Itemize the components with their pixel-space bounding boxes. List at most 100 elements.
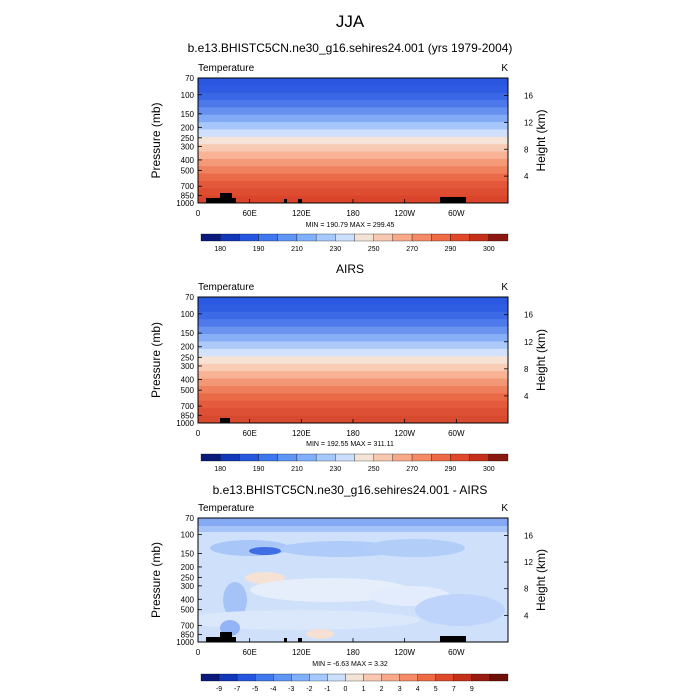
temperature-band: [198, 180, 508, 190]
temperature-band: [198, 378, 508, 387]
colorbar-label: 4: [416, 686, 420, 693]
y-tick-label: 1000: [176, 419, 194, 428]
colorbar-swatch: [450, 233, 470, 242]
colorbar-swatch: [469, 453, 489, 462]
y-tick-label: 70: [185, 293, 194, 302]
y-tick-label: 200: [181, 343, 195, 352]
units-label: K: [501, 282, 508, 293]
colorbar-label: 2: [380, 686, 384, 693]
colorbar-swatch: [431, 453, 451, 462]
temperature-band: [198, 136, 508, 145]
colorbar-swatch: [345, 673, 364, 682]
temperature-band: [198, 334, 508, 343]
difference-contour: [306, 629, 334, 639]
colorbar-swatch: [218, 673, 238, 682]
x-tick-label: 180: [346, 648, 360, 657]
colorbar-label: 190: [253, 246, 265, 253]
terrain-mask: [284, 199, 287, 203]
temperature-band: [198, 78, 508, 87]
colorbar-swatch: [239, 233, 259, 242]
temperature-band: [198, 107, 508, 116]
y-tick-label: 400: [181, 376, 195, 385]
colorbar-swatch: [277, 453, 298, 462]
difference-contour: [198, 610, 420, 630]
difference-band: [198, 526, 508, 532]
y2-axis-label: Height (km): [534, 329, 548, 391]
temperature-band: [198, 92, 508, 101]
colorbar-swatch: [220, 453, 240, 462]
y2-tick-label: 16: [524, 311, 533, 320]
y-tick-label: 500: [181, 386, 195, 395]
colorbar-swatch: [411, 233, 432, 242]
y-tick-label: 850: [181, 630, 195, 639]
y-tick-label: 300: [181, 142, 195, 151]
colorbar: -9 -7 -5 -4 -3 -2 -1 0 1 2 3 4 5 7 9: [200, 673, 509, 693]
colorbar-label: 3: [398, 686, 402, 693]
terrain-mask: [298, 638, 302, 642]
y2-tick-label: 4: [524, 611, 529, 620]
colorbar-swatch: [363, 673, 382, 682]
y-tick-label: 250: [181, 353, 195, 362]
colorbar-label: -4: [270, 686, 276, 693]
x-tick-label: 120E: [292, 209, 311, 218]
y-axis-label: Pressure (mb): [149, 542, 163, 618]
colorbar-swatch: [296, 233, 317, 242]
temperature-band: [198, 158, 508, 168]
colorbar-label: 190: [253, 466, 265, 473]
colorbar: 180 190 210 230 250 270 290 300: [200, 453, 509, 473]
colorbar-label: 230: [329, 246, 341, 253]
panel-title: AIRS: [336, 262, 364, 276]
temperature-band: [198, 356, 508, 365]
figure-title: JJA: [336, 12, 365, 31]
colorbar-swatch: [435, 673, 454, 682]
temperature-band: [198, 114, 508, 123]
y-axis-right: 4 8 12 16: [504, 531, 533, 620]
colorbar-swatch: [239, 453, 259, 462]
colorbar-label: 210: [291, 246, 303, 253]
terrain-mask: [220, 193, 232, 203]
colorbar-swatch: [373, 453, 394, 462]
x-tick-label: 180: [346, 209, 360, 218]
x-tick-label: 60E: [243, 209, 257, 218]
temperature-band: [198, 173, 508, 182]
colorbar-swatch: [335, 453, 355, 462]
colorbar-swatch: [354, 233, 374, 242]
temperature-band: [198, 129, 508, 138]
temperature-band: [198, 85, 508, 94]
y-axis-label: Pressure (mb): [149, 322, 163, 398]
y2-tick-label: 4: [524, 172, 529, 181]
x-tick-label: 120W: [394, 429, 415, 438]
y-tick-label: 250: [181, 134, 195, 143]
y-tick-label: 300: [181, 582, 195, 591]
y-tick-label: 70: [185, 74, 194, 83]
colorbar-label: 300: [483, 466, 495, 473]
colorbar-label: 7: [452, 686, 456, 693]
temperature-band: [198, 122, 508, 131]
temperature-band: [198, 408, 508, 417]
y-tick-label: 250: [181, 573, 195, 582]
terrain-mask: [440, 636, 466, 642]
y-tick-label: 150: [181, 550, 195, 559]
y-tick-label: 100: [181, 91, 195, 100]
colorbar-swatch: [392, 233, 413, 242]
colorbar-swatch: [399, 673, 418, 682]
colorbar-swatch: [471, 673, 491, 682]
min-max-label: MIN = 192.55 MAX = 311.11: [306, 441, 394, 448]
panels: b.e13.BHISTC5CN.ne30_g16.sehires24.001 (…: [149, 41, 548, 693]
colorbar-swatch: [315, 233, 336, 242]
x-tick-label: 120E: [292, 648, 311, 657]
y-tick-label: 850: [181, 191, 195, 200]
y2-tick-label: 4: [524, 392, 529, 401]
y2-tick-label: 12: [524, 338, 533, 347]
y-tick-label: 100: [181, 310, 195, 319]
colorbar-swatch: [431, 233, 451, 242]
y-tick-label: 1000: [176, 199, 194, 208]
colorbar-swatch: [488, 233, 509, 242]
colorbar-label: 290: [445, 246, 457, 253]
temperature-band: [198, 144, 508, 153]
colorbar-swatch: [200, 233, 221, 242]
units-label: K: [501, 503, 508, 514]
